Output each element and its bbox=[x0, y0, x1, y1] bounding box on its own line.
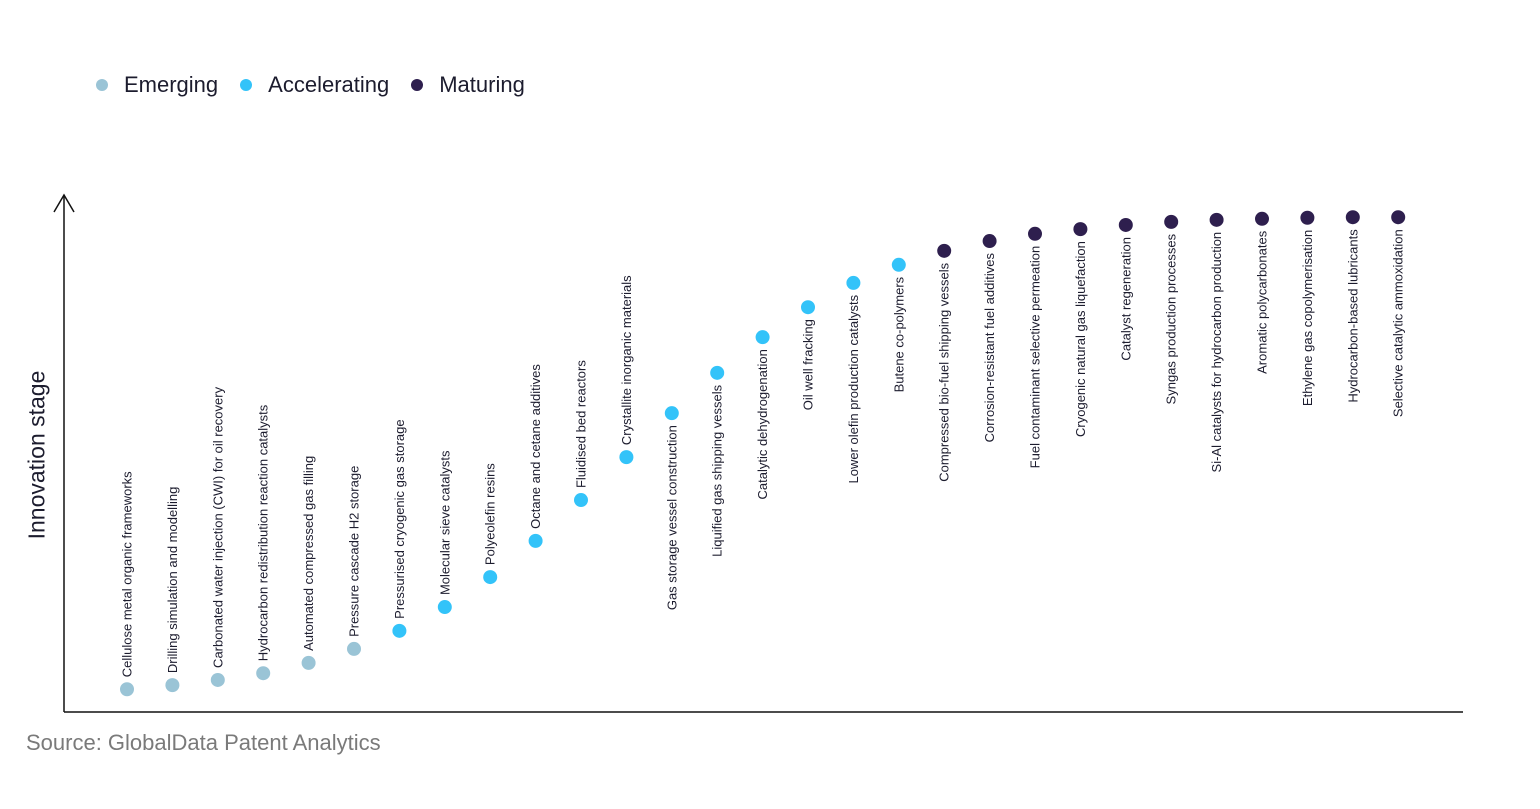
point-label: Octane and cetane additives bbox=[528, 364, 543, 529]
data-point-emerging bbox=[256, 666, 271, 681]
data-point-maturing bbox=[1209, 212, 1224, 227]
data-point-maturing bbox=[1073, 222, 1088, 237]
data-point-maturing bbox=[1345, 210, 1360, 225]
data-point-accelerating bbox=[846, 275, 861, 290]
point-label: Liquified gas shipping vessels bbox=[710, 384, 725, 556]
point-label: Fluidised bed reactors bbox=[574, 360, 589, 488]
data-point-accelerating bbox=[755, 330, 770, 345]
point-label: Oil well fracking bbox=[801, 319, 816, 410]
point-label: Pressure cascade H2 storage bbox=[347, 466, 362, 637]
point-label: Cellulose metal organic frameworks bbox=[120, 471, 135, 677]
data-point-accelerating bbox=[392, 623, 407, 638]
legend-dot-icon bbox=[411, 79, 424, 91]
data-point-maturing bbox=[1028, 226, 1042, 241]
data-point-emerging bbox=[165, 678, 180, 693]
point-label: Cryogenic natural gas liquefaction bbox=[1073, 241, 1088, 437]
data-point-emerging bbox=[210, 672, 225, 687]
y-axis-title: Innovation stage bbox=[23, 370, 50, 540]
point-label: Fuel contaminant selective permeation bbox=[1028, 246, 1043, 469]
legend-label: Emerging bbox=[124, 72, 219, 97]
y-axis-arrow-icon bbox=[53, 193, 75, 213]
point-label: Aromatic polycarbonates bbox=[1255, 230, 1270, 374]
legend-label: Maturing bbox=[439, 72, 525, 97]
data-point-maturing bbox=[1164, 214, 1179, 229]
legend-item-maturing: Maturing bbox=[411, 72, 525, 98]
point-label: Ethylene gas copolymerisation bbox=[1300, 230, 1315, 406]
point-label: Syngas production processes bbox=[1164, 233, 1179, 404]
data-point-emerging bbox=[120, 682, 134, 697]
point-label: Gas storage vessel construction bbox=[664, 425, 679, 610]
data-point-accelerating bbox=[664, 406, 679, 421]
data-point-accelerating bbox=[619, 450, 634, 465]
data-point-maturing bbox=[1118, 217, 1133, 232]
legend-item-accelerating: Accelerating bbox=[240, 72, 389, 98]
point-label: Butene co-polymers bbox=[891, 276, 906, 392]
data-point-maturing bbox=[1300, 210, 1315, 225]
point-label: Crystallite inorganic materials bbox=[619, 275, 634, 445]
data-point-maturing bbox=[1391, 210, 1406, 225]
point-label: Lower olefin production catalysts bbox=[846, 294, 861, 483]
point-label: Polyeolefin resins bbox=[483, 463, 498, 565]
point-label: Si-Al catalysts for hydrocarbon producti… bbox=[1209, 232, 1224, 473]
data-point-maturing bbox=[982, 234, 997, 249]
data-point-accelerating bbox=[801, 300, 815, 315]
point-label: Hydrocarbon-based lubricants bbox=[1345, 229, 1360, 403]
data-point-accelerating bbox=[574, 493, 588, 508]
data-points: Cellulose metal organic frameworks Drilli… bbox=[120, 210, 1406, 697]
point-label: Catalyst regeneration bbox=[1118, 237, 1133, 361]
point-label: Hydrocarbon redistribution reaction cata… bbox=[256, 404, 271, 661]
data-point-maturing bbox=[937, 243, 952, 258]
point-label: Automated compressed gas filling bbox=[301, 456, 316, 651]
point-label: Carbonated water injection (CWI) for oil… bbox=[210, 386, 225, 668]
data-point-accelerating bbox=[437, 600, 452, 615]
data-point-accelerating bbox=[483, 570, 498, 585]
data-point-accelerating bbox=[891, 257, 906, 272]
data-point-accelerating bbox=[528, 533, 543, 548]
data-point-maturing bbox=[1255, 211, 1269, 226]
point-label: Selective catalytic ammoxidation bbox=[1391, 229, 1406, 417]
legend-label: Accelerating bbox=[268, 72, 390, 97]
legend-dot-icon bbox=[240, 79, 253, 91]
legend-dot-icon bbox=[96, 79, 108, 91]
point-label: Drilling simulation and modelling bbox=[165, 487, 180, 673]
point-label: Molecular sieve catalysts bbox=[437, 450, 452, 595]
legend-item-emerging: Emerging bbox=[96, 72, 218, 98]
legend: Emerging Accelerating Maturing bbox=[96, 72, 547, 98]
point-label: Corrosion-resistant fuel additives bbox=[982, 253, 997, 443]
point-label: Pressurised cryogenic gas storage bbox=[392, 419, 407, 618]
point-label: Compressed bio-fuel shipping vessels bbox=[937, 262, 952, 481]
point-label: Catalytic dehydrogenation bbox=[755, 349, 770, 499]
data-point-accelerating bbox=[710, 365, 725, 380]
source-note: Source: GlobalData Patent Analytics bbox=[26, 730, 381, 755]
data-point-emerging bbox=[301, 655, 316, 670]
data-point-emerging bbox=[347, 641, 361, 656]
